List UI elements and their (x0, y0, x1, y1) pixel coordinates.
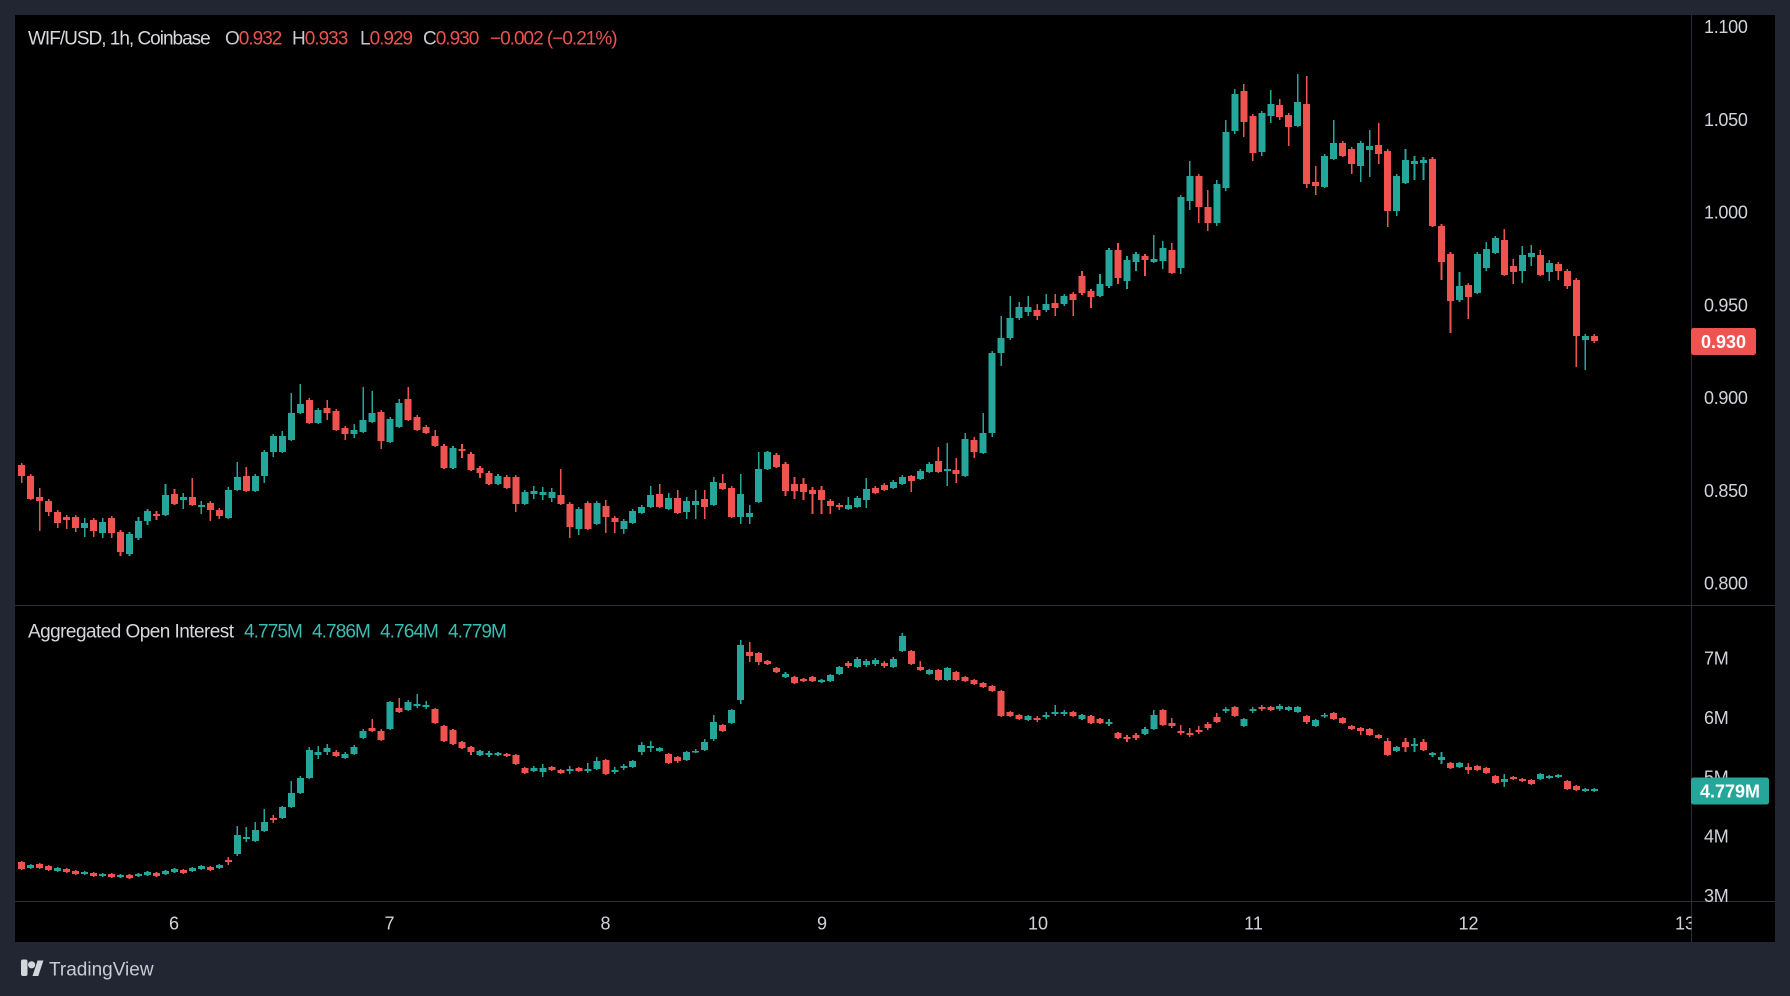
svg-text:Aggregated Open Interest: Aggregated Open Interest (28, 622, 235, 643)
svg-text:−0.002 (−0.21%): −0.002 (−0.21%) (490, 29, 617, 50)
svg-text:0.950: 0.950 (1704, 295, 1748, 315)
svg-text:13: 13 (1675, 914, 1695, 934)
svg-text:7M: 7M (1704, 649, 1728, 669)
svg-text:4.775M: 4.775M (244, 622, 302, 643)
svg-text:4.779M: 4.779M (448, 622, 506, 643)
svg-text:11: 11 (1244, 914, 1263, 934)
svg-text:C0.930: C0.930 (423, 29, 479, 50)
svg-text:4.764M: 4.764M (380, 622, 438, 643)
svg-text:1.100: 1.100 (1704, 17, 1748, 37)
svg-text:WIF/USD, 1h, Coinbase: WIF/USD, 1h, Coinbase (28, 29, 210, 50)
svg-text:10: 10 (1028, 914, 1048, 934)
svg-text:8: 8 (600, 914, 610, 934)
svg-text:0.800: 0.800 (1704, 574, 1748, 594)
svg-text:O0.932: O0.932 (225, 29, 282, 50)
svg-text:H0.933: H0.933 (292, 29, 348, 50)
svg-text:0.930: 0.930 (1701, 332, 1746, 352)
svg-text:12: 12 (1458, 914, 1478, 934)
svg-text:1.000: 1.000 (1704, 203, 1748, 223)
svg-text:1.050: 1.050 (1704, 110, 1748, 130)
svg-text:6M: 6M (1704, 708, 1728, 728)
svg-text:4M: 4M (1704, 827, 1728, 847)
svg-text:6: 6 (169, 914, 179, 934)
svg-text:9: 9 (817, 914, 827, 934)
svg-text:3M: 3M (1704, 886, 1728, 906)
svg-text:4.779M: 4.779M (1700, 782, 1760, 802)
svg-text:0.850: 0.850 (1704, 481, 1748, 501)
svg-text:L0.929: L0.929 (360, 29, 413, 50)
svg-text:TradingView: TradingView (49, 960, 154, 981)
svg-text:7: 7 (384, 914, 394, 934)
svg-text:4.786M: 4.786M (312, 622, 370, 643)
svg-text:0.900: 0.900 (1704, 388, 1748, 408)
